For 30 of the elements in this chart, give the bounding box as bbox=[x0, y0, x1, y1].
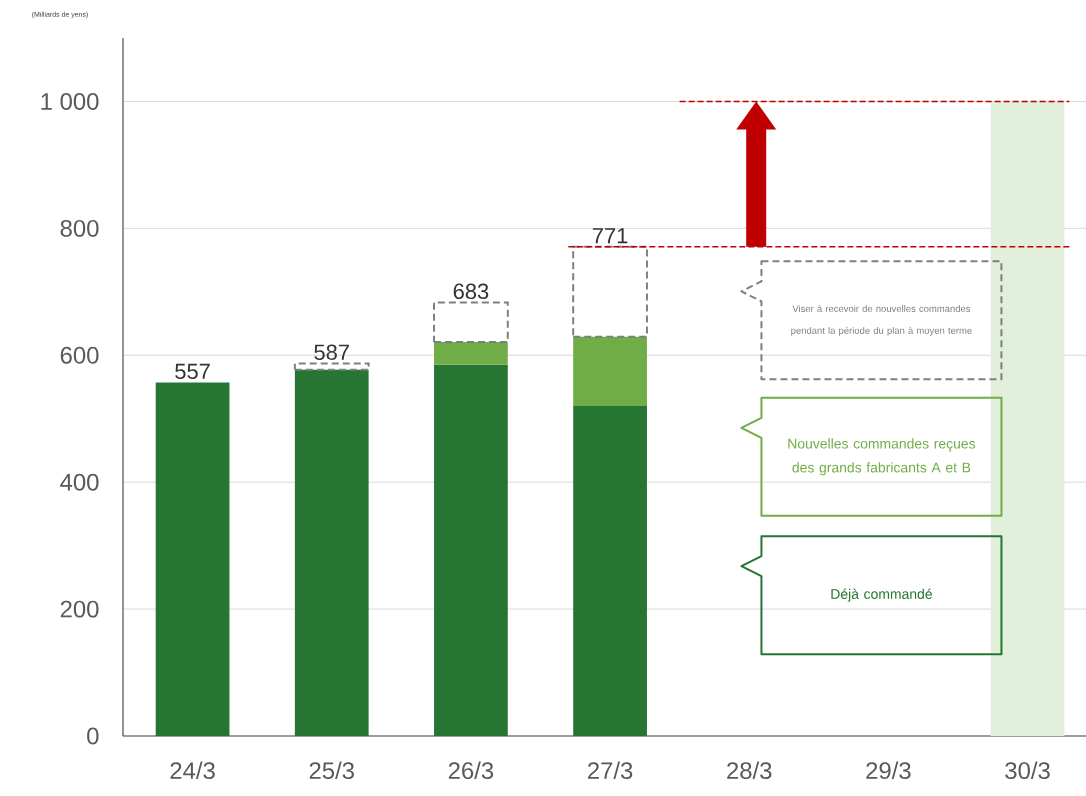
y-tick-label: 1 000 bbox=[41, 92, 99, 110]
text: Nouvelles commandes reçues des grands fabricants A et B bbox=[788, 438, 976, 476]
bar bbox=[293, 362, 370, 371]
bar bbox=[294, 369, 369, 736]
bar bbox=[573, 336, 647, 407]
x-tick-label: 24/3 bbox=[170, 761, 215, 780]
x-tick-label: 29/3 bbox=[866, 761, 911, 780]
y-tick-label: 400 bbox=[60, 473, 99, 491]
x-tick-label: 27/3 bbox=[588, 761, 633, 780]
y-tick-label: 200 bbox=[60, 600, 99, 618]
x-tick-label: 28/3 bbox=[727, 761, 772, 780]
x-tick-label: 30/3 bbox=[1005, 761, 1050, 780]
y-tick-label: 600 bbox=[60, 346, 99, 364]
text: Déjà commandé bbox=[831, 588, 932, 602]
total-label: 771 bbox=[592, 228, 628, 244]
bar bbox=[155, 382, 230, 736]
bar bbox=[434, 341, 508, 365]
x-tick-label: 26/3 bbox=[448, 761, 494, 780]
total-label: 683 bbox=[453, 283, 489, 300]
total-label: 557 bbox=[175, 363, 210, 380]
x-tick-label: 25/3 bbox=[309, 761, 354, 780]
total-label: 587 bbox=[314, 344, 349, 360]
bar bbox=[433, 301, 509, 343]
bar bbox=[572, 245, 648, 338]
text: Viser à recevoir de nouvelles commandes pendant la période du plan à moyen terme bbox=[791, 304, 972, 336]
bar bbox=[434, 364, 508, 736]
bar bbox=[573, 406, 647, 736]
y-tick-label: 800 bbox=[60, 219, 99, 237]
y-tick-label: 0 bbox=[87, 727, 99, 745]
bar bbox=[990, 101, 1065, 736]
